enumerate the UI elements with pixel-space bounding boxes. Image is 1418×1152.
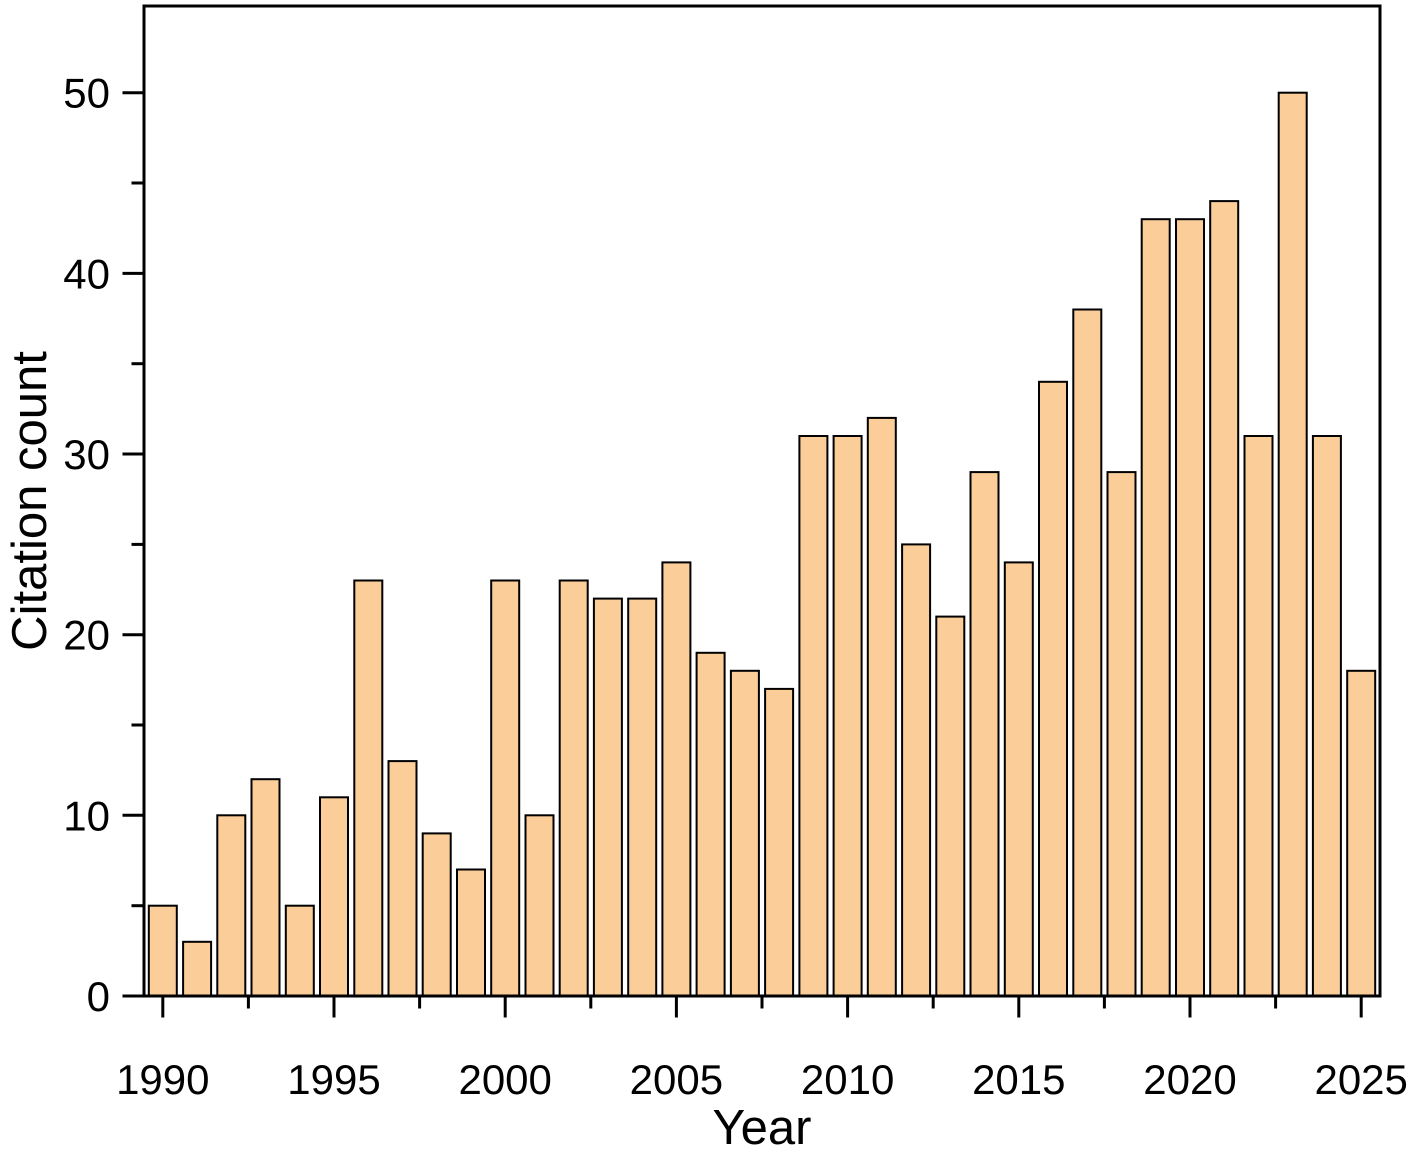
x-tick-label-2015: 2015 — [972, 1056, 1065, 1103]
y-tick-label-50: 50 — [63, 70, 110, 117]
bar-2000 — [490, 579, 521, 997]
y-tick-label-20: 20 — [63, 612, 110, 659]
bar-2006 — [695, 651, 726, 997]
bar-2011 — [866, 416, 897, 997]
bar-1993 — [250, 778, 281, 998]
bar-1992 — [216, 814, 247, 997]
bar-2007 — [729, 669, 760, 997]
x-tick-label-2020: 2020 — [1143, 1056, 1236, 1103]
bar-2005 — [661, 561, 692, 998]
bar-1997 — [387, 760, 418, 997]
x-axis-title: Year — [712, 1101, 811, 1152]
y-tick-label-10: 10 — [63, 792, 110, 839]
bar-2015 — [1003, 561, 1034, 998]
bar-2018 — [1106, 471, 1137, 998]
y-tick-label-30: 30 — [63, 431, 110, 478]
bar-2010 — [832, 435, 863, 997]
plot-frame — [142, 4, 1382, 998]
bar-2016 — [1038, 380, 1068, 997]
bar-2003 — [592, 597, 623, 997]
bar-2002 — [558, 579, 589, 997]
bar-2014 — [969, 471, 1000, 998]
x-tick-label-2010: 2010 — [801, 1056, 894, 1103]
bar-2001 — [524, 814, 555, 997]
bars-layer — [147, 91, 1377, 998]
bar-2017 — [1072, 308, 1103, 997]
bar-2023 — [1277, 91, 1308, 997]
bar-1998 — [421, 832, 452, 998]
bar-2012 — [901, 543, 932, 998]
axes-ticks-layer — [122, 91, 1363, 1018]
bar-1999 — [456, 868, 486, 997]
bar-1996 — [353, 579, 384, 997]
bar-2020 — [1175, 218, 1205, 997]
bar-2009 — [798, 435, 829, 997]
bar-1994 — [284, 904, 315, 998]
bar-2024 — [1311, 435, 1342, 997]
x-tick-label-1990: 1990 — [116, 1056, 209, 1103]
bar-2008 — [764, 687, 795, 998]
bar-1990 — [147, 904, 178, 998]
x-tick-label-2025: 2025 — [1314, 1056, 1407, 1103]
bar-1991 — [182, 940, 213, 997]
y-tick-label-0: 0 — [87, 973, 110, 1020]
x-tick-label-1995: 1995 — [287, 1056, 380, 1103]
bar-2013 — [935, 615, 966, 997]
y-tick-label-40: 40 — [63, 250, 110, 297]
x-tick-label-2000: 2000 — [458, 1056, 551, 1103]
bar-1995 — [319, 796, 349, 997]
bar-2025 — [1346, 669, 1377, 997]
y-axis-title: Citation count — [3, 351, 57, 651]
tick-labels-layer: 0 10 20 30 40 50 1990 1995 2000 2005 2010 2015 2020 2… — [63, 70, 1408, 1103]
bar-2019 — [1140, 218, 1171, 997]
bar-2022 — [1243, 435, 1274, 997]
bar-2004 — [627, 597, 658, 997]
x-tick-label-2005: 2005 — [630, 1056, 723, 1103]
bar-2021 — [1209, 200, 1240, 998]
